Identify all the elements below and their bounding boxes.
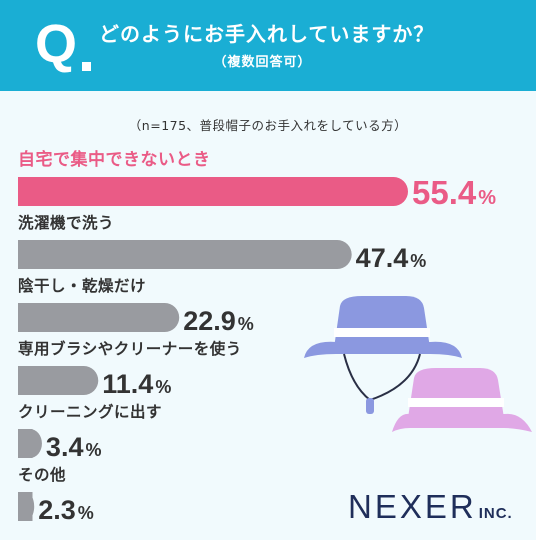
category-label: 専用ブラシやクリーナーを使う <box>18 339 242 358</box>
nexer-logo: NEXER INC. <box>348 488 513 526</box>
question-subtitle: （複数回答可） <box>213 55 312 70</box>
question-title: どのようにお手入れしていますか？ <box>99 22 435 46</box>
bar-left-edge <box>18 429 33 458</box>
category-label: 自宅で集中できないとき <box>18 149 211 170</box>
bar-left-edge <box>18 240 33 269</box>
unit-label: % <box>410 251 426 271</box>
category-label: 洗濯機で洗う <box>18 213 114 232</box>
value-label: 22.9 <box>183 306 236 336</box>
bar <box>18 366 99 395</box>
bar-left-edge <box>18 366 33 395</box>
q-mark: Q <box>35 14 78 74</box>
bucket-hats-illustration <box>304 296 532 432</box>
category-label: 陰干し・乾燥だけ <box>18 276 146 295</box>
logo-suffix: INC. <box>478 505 513 522</box>
bar-left-edge <box>18 303 33 332</box>
unit-label: % <box>155 377 171 397</box>
header-banner: Q どのようにお手入れしていますか？ （複数回答可） <box>0 0 536 91</box>
unit-label: % <box>478 187 496 209</box>
sample-note: （n=175、普段帽子のお手入れをしている方） <box>128 118 408 133</box>
bar-left-edge <box>18 492 33 521</box>
value-label: 11.4 <box>102 369 153 399</box>
unit-label: % <box>78 503 94 523</box>
q-dot <box>82 62 91 71</box>
bar <box>18 177 408 206</box>
category-label: クリーニングに出す <box>18 402 162 421</box>
bar <box>18 303 180 332</box>
category-label: その他 <box>18 465 66 484</box>
value-label: 55.4 <box>412 174 477 211</box>
unit-label: % <box>85 440 101 460</box>
bar-left-edge <box>18 177 33 206</box>
value-label: 2.3 <box>38 495 76 525</box>
unit-label: % <box>238 314 254 334</box>
pink-hat-icon <box>392 368 532 432</box>
value-label: 3.4 <box>46 432 84 462</box>
bar <box>18 240 352 269</box>
logo-main: NEXER <box>348 488 477 525</box>
value-label: 47.4 <box>356 243 409 273</box>
blue-hat-icon <box>304 296 462 414</box>
